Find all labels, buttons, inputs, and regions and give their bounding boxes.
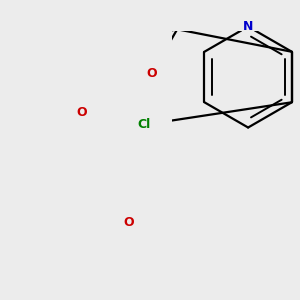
Text: N: N [243, 20, 253, 33]
Text: O: O [147, 67, 157, 80]
Text: O: O [123, 216, 134, 229]
Text: Cl: Cl [137, 118, 151, 131]
Text: O: O [76, 106, 87, 118]
